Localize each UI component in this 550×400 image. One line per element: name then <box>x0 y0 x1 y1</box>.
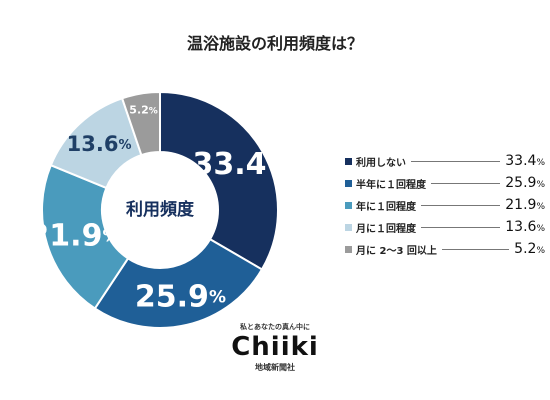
legend-leader-line <box>431 182 501 184</box>
legend-label: 利用しない <box>356 157 406 169</box>
legend-swatch <box>345 223 352 231</box>
legend-leader-line <box>441 248 510 250</box>
slice-2-3-monthly <box>120 90 161 157</box>
legend-item: 月に 2〜3 回以上 5.2% <box>345 238 545 260</box>
legend-item: 月に１回程度 13.6% <box>345 216 545 238</box>
slice-value-label: 13.6% <box>67 132 132 156</box>
brand-subtitle: 地域新聞社 <box>255 363 295 372</box>
donut-center-label: 利用頻度 <box>126 199 195 220</box>
legend-value: 5.2% <box>514 241 545 257</box>
slice-value-label: 5.2% <box>129 103 158 116</box>
legend-label: 月に１回程度 <box>356 223 416 235</box>
legend-item: 半年に１回程度 25.9% <box>345 172 545 194</box>
chart-title: 温浴施設の利用頻度は？ <box>186 34 363 53</box>
legend-leader-line <box>411 160 501 162</box>
legend-item: 年に１回程度 21.9% <box>345 194 545 216</box>
legend: 利用しない 33.4% 半年に１回程度 25.9% 年に１回程度 21.9% 月に１回程度 1… <box>345 150 545 260</box>
legend-value: 21.9% <box>505 197 545 213</box>
legend-label: 半年に１回程度 <box>356 179 426 191</box>
legend-item: 利用しない 33.4% <box>345 150 545 172</box>
legend-value: 25.9% <box>505 175 545 191</box>
slice-yearly <box>41 163 130 310</box>
slice-not-used <box>159 90 279 271</box>
legend-label: 年に１回程度 <box>356 201 416 213</box>
brand-tagline: 私とあなたの真ん中に <box>240 323 310 331</box>
legend-value: 33.4% <box>505 153 545 169</box>
slice-twice-yearly <box>93 237 264 329</box>
legend-leader-line <box>421 226 501 228</box>
legend-label: 月に 2〜3 回以上 <box>356 245 437 257</box>
brand-logo: Chiiki <box>231 332 319 362</box>
legend-swatch <box>345 201 352 209</box>
slice-value-label: 33.4% <box>192 147 283 182</box>
slice-value-label: 21.9% <box>28 218 119 253</box>
legend-swatch <box>345 245 352 253</box>
slice-value-label: 25.9% <box>135 279 226 314</box>
legend-swatch <box>345 179 352 187</box>
legend-leader-line <box>421 204 501 206</box>
legend-swatch <box>345 157 352 165</box>
brand-block: 私とあなたの真ん中に Chiiki 地域新聞社 <box>0 322 550 373</box>
legend-value: 13.6% <box>505 219 545 235</box>
